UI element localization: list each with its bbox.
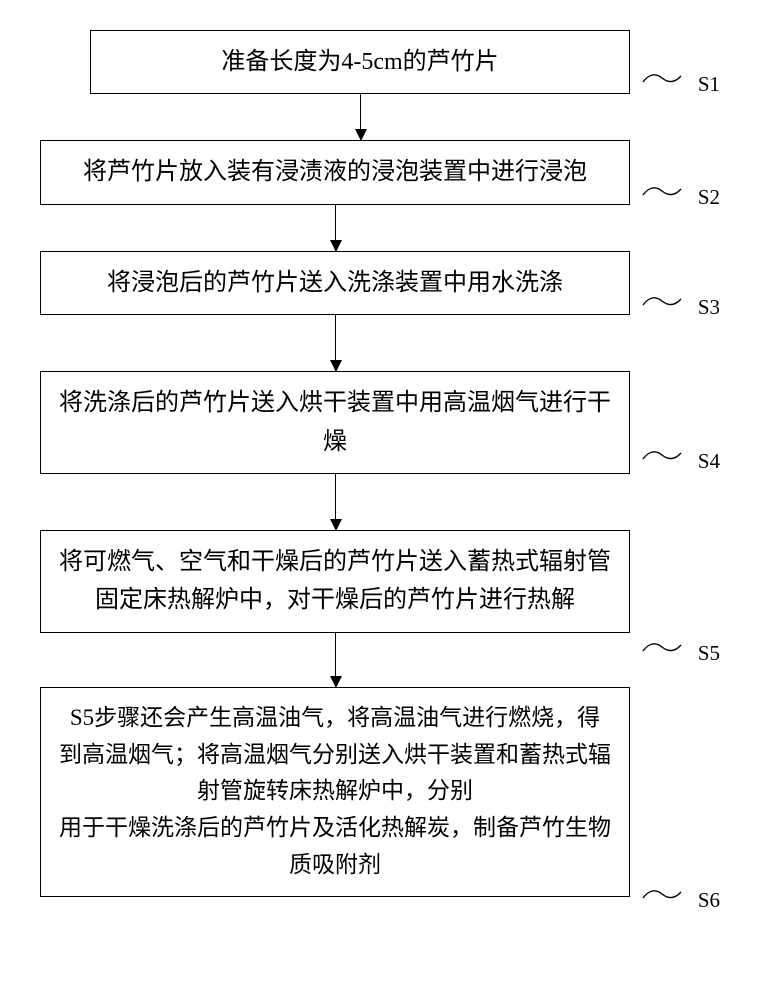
step-row-s4: 将洗涤后的芦竹片送入烘干装置中用高温烟气进行干燥 S4 — [40, 371, 720, 474]
connector-tilde-icon — [642, 293, 682, 309]
step-row-s3: 将浸泡后的芦竹片送入洗涤装置中用水洗涤S3 — [40, 251, 720, 315]
step-box-s5: 将可燃气、空气和干燥后的芦竹片送入蓄热式辐射管固定床热解炉中，对干燥后的芦竹片进… — [40, 530, 630, 633]
box-wrap: 准备长度为4-5cm的芦竹片 — [40, 30, 650, 94]
box-wrap: 将浸泡后的芦竹片送入洗涤装置中用水洗涤 — [40, 251, 650, 315]
box-wrap: 将可燃气、空气和干燥后的芦竹片送入蓄热式辐射管固定床热解炉中，对干燥后的芦竹片进… — [40, 530, 650, 633]
connector-tilde-icon — [642, 183, 682, 199]
step-box-s1: 准备长度为4-5cm的芦竹片 — [90, 30, 630, 94]
connector-tilde-icon — [642, 70, 682, 86]
step-row-s5: 将可燃气、空气和干燥后的芦竹片送入蓄热式辐射管固定床热解炉中，对干燥后的芦竹片进… — [40, 530, 720, 633]
box-wrap: S5步骤还会产生高温油气，将高温油气进行燃烧，得到高温烟气；将高温烟气分别送入烘… — [40, 687, 650, 897]
step-label-s1: S1 — [698, 72, 720, 97]
arrow-down-icon — [40, 315, 650, 371]
step-label-s6: S6 — [698, 888, 720, 913]
arrow-down-icon — [40, 474, 650, 530]
connector-tilde-icon — [642, 447, 682, 463]
arrow-line — [335, 633, 336, 687]
step-box-s3: 将浸泡后的芦竹片送入洗涤装置中用水洗涤 — [40, 251, 630, 315]
connector-tilde-icon — [642, 886, 682, 902]
arrow-down-icon — [40, 633, 650, 687]
step-label-s2: S2 — [698, 185, 720, 210]
step-label-s3: S3 — [698, 295, 720, 320]
arrow-line — [335, 315, 336, 371]
step-box-s4: 将洗涤后的芦竹片送入烘干装置中用高温烟气进行干燥 — [40, 371, 630, 474]
step-row-s2: 将芦竹片放入装有浸渍液的浸泡装置中进行浸泡S2 — [40, 140, 720, 204]
box-wrap: 将芦竹片放入装有浸渍液的浸泡装置中进行浸泡 — [40, 140, 650, 204]
flowchart: 准备长度为4-5cm的芦竹片S1将芦竹片放入装有浸渍液的浸泡装置中进行浸泡S2将… — [40, 30, 720, 897]
arrow-line — [360, 94, 361, 140]
arrow-line — [335, 474, 336, 530]
step-box-s6: S5步骤还会产生高温油气，将高温油气进行燃烧，得到高温烟气；将高温烟气分别送入烘… — [40, 687, 630, 897]
arrow-down-icon — [40, 94, 650, 140]
step-label-s4: S4 — [698, 449, 720, 474]
step-label-s5: S5 — [698, 641, 720, 666]
step-box-s2: 将芦竹片放入装有浸渍液的浸泡装置中进行浸泡 — [40, 140, 630, 204]
arrow-down-icon — [40, 205, 650, 251]
step-row-s1: 准备长度为4-5cm的芦竹片 S1 — [40, 30, 720, 94]
step-row-s6: S5步骤还会产生高温油气，将高温油气进行燃烧，得到高温烟气；将高温烟气分别送入烘… — [40, 687, 720, 897]
box-wrap: 将洗涤后的芦竹片送入烘干装置中用高温烟气进行干燥 — [40, 371, 650, 474]
arrow-line — [335, 205, 336, 251]
